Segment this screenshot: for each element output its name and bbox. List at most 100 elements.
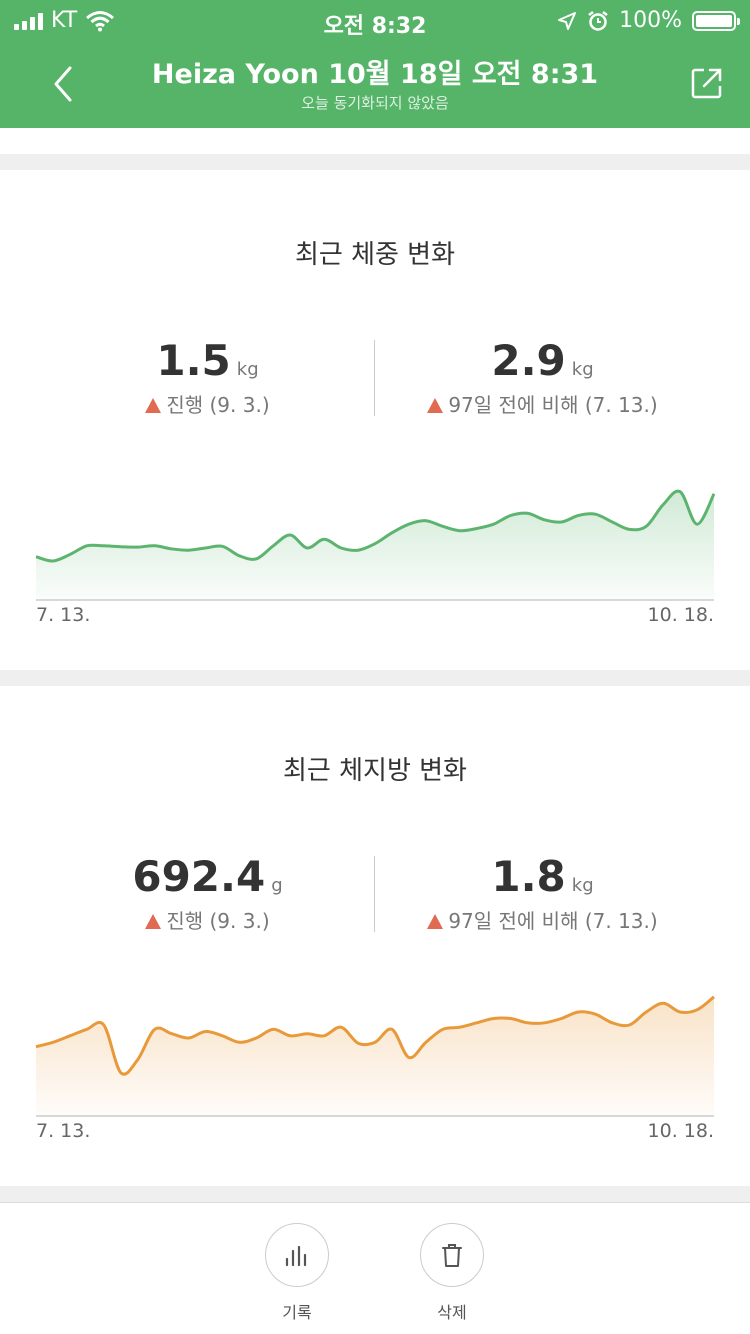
- chart-point: [170, 547, 174, 551]
- body-fat-chart: [34, 995, 715, 1117]
- chart-point: [356, 548, 360, 552]
- fat-progress-value: 692.4: [132, 852, 266, 901]
- chart-point: [85, 544, 89, 548]
- chart-point: [441, 1027, 445, 1031]
- chart-point: [593, 512, 597, 516]
- increase-triangle-icon: [427, 914, 444, 929]
- chart-point: [119, 1071, 123, 1075]
- increase-triangle-icon: [145, 398, 162, 413]
- chart-point: [254, 557, 258, 561]
- chart-point: [170, 1032, 174, 1036]
- chart-point: [204, 1030, 208, 1034]
- chart-point: [85, 1027, 89, 1031]
- chart-point: [576, 1010, 580, 1014]
- chart-point: [576, 514, 580, 518]
- fat-compare-value: 1.8: [491, 852, 566, 901]
- body-fat-card: 최근 체지방 변화 692.4 g 진행 (9. 3.) 1.8 kg 97일 전에…: [0, 686, 750, 1186]
- chart-point: [390, 1027, 394, 1031]
- weight-progress-unit: kg: [236, 359, 259, 380]
- chart-point: [34, 1045, 38, 1049]
- weight-progress-value: 1.5: [156, 336, 231, 385]
- chart-point: [288, 533, 292, 537]
- fat-chart-end-label: 10. 18.: [647, 1120, 714, 1142]
- chart-point: [390, 531, 394, 535]
- chart-point: [51, 559, 55, 563]
- back-button[interactable]: [40, 60, 90, 110]
- chart-point: [424, 519, 428, 523]
- chart-point: [695, 522, 699, 526]
- chart-point: [373, 1040, 377, 1044]
- chart-point: [509, 514, 513, 518]
- chart-point: [492, 522, 496, 526]
- history-button[interactable]: 기록: [247, 1223, 347, 1323]
- battery-icon: [692, 10, 740, 31]
- chart-point: [322, 537, 326, 541]
- chart-point: [526, 1021, 530, 1025]
- chart-point: [424, 1040, 428, 1044]
- fat-progress-caption: 진행 (9. 3.): [166, 909, 270, 933]
- chart-point: [695, 1008, 699, 1012]
- chart-point: [610, 520, 614, 524]
- chart-point: [526, 511, 530, 515]
- increase-triangle-icon: [145, 914, 162, 929]
- alarm-clock-icon: [588, 10, 608, 31]
- chart-point: [68, 1034, 72, 1038]
- chart-point: [220, 1034, 224, 1038]
- carrier-name: KT: [51, 8, 78, 33]
- chart-point: [407, 522, 411, 526]
- share-button[interactable]: [690, 66, 724, 100]
- weight-progress-stat: 1.5 kg 진행 (9. 3.): [20, 336, 395, 418]
- chart-point: [661, 503, 665, 507]
- stat-divider: [374, 340, 375, 416]
- chart-point: [237, 554, 241, 558]
- chart-point: [509, 1017, 513, 1021]
- bottom-toolbar: 기록 삭제: [0, 1202, 750, 1334]
- chart-point: [220, 544, 224, 548]
- delete-button[interactable]: 삭제: [402, 1223, 502, 1323]
- chart-point: [68, 553, 72, 557]
- chart-point: [458, 529, 462, 533]
- chart-point: [271, 544, 275, 548]
- chart-point: [560, 1017, 564, 1021]
- weight-chart-start-label: 7. 13.: [36, 604, 91, 626]
- chart-point: [644, 1010, 648, 1014]
- history-label: 기록: [282, 1303, 312, 1322]
- increase-triangle-icon: [427, 398, 444, 413]
- chart-point: [627, 527, 631, 531]
- body-fat-chart-line: [35, 995, 715, 1076]
- chart-point: [373, 542, 377, 546]
- trash-icon: [442, 1244, 462, 1267]
- wifi-icon: [86, 10, 115, 31]
- chart-point: [678, 1010, 682, 1014]
- fat-chart-start-label: 7. 13.: [36, 1120, 91, 1142]
- chart-point: [102, 1023, 106, 1027]
- weight-compare-caption: 97일 전에 비해 (7. 13.): [448, 393, 658, 417]
- chart-point: [458, 1025, 462, 1029]
- weight-progress-caption: 진행 (9. 3.): [166, 393, 270, 417]
- weight-chart-area: [36, 491, 714, 600]
- chart-point: [356, 1041, 360, 1045]
- body-fat-card-title: 최근 체지방 변화: [283, 756, 467, 786]
- location-arrow-icon: [558, 11, 577, 30]
- bar-chart-icon: [285, 1245, 307, 1267]
- share-icon: [691, 68, 722, 99]
- weight-compare-value: 2.9: [491, 336, 566, 385]
- chart-point: [543, 1021, 547, 1025]
- weight-chart-end-label: 10. 18.: [647, 604, 714, 626]
- chart-point: [153, 544, 157, 548]
- stat-divider: [374, 856, 375, 932]
- delete-label: 삭제: [437, 1303, 467, 1322]
- status-bar: KT 오전 8:32 100%: [0, 0, 750, 40]
- chart-point: [305, 546, 309, 550]
- chart-point: [610, 1021, 614, 1025]
- cellular-signal-icon: [14, 12, 43, 30]
- chevron-left-icon: [54, 66, 72, 102]
- app-header: KT 오전 8:32 100% Heiza Yoo: [0, 0, 750, 128]
- weight-compare-unit: kg: [571, 359, 594, 380]
- chart-point: [644, 524, 648, 528]
- chart-point: [187, 1036, 191, 1040]
- chart-point: [187, 548, 191, 552]
- status-time: 오전 8:32: [323, 14, 427, 39]
- fat-compare-stat: 1.8 kg 97일 전에 비해 (7. 13.): [355, 852, 730, 934]
- chart-point: [136, 545, 140, 549]
